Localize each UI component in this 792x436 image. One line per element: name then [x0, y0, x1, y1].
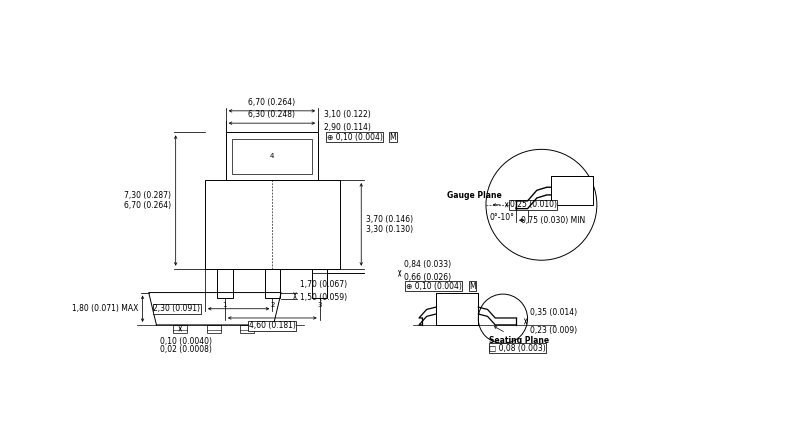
Text: 3,10 (0.122): 3,10 (0.122)	[323, 109, 371, 119]
Text: □ 0,08 (0.003): □ 0,08 (0.003)	[489, 344, 546, 352]
Text: M: M	[469, 282, 476, 291]
Bar	[207, 325, 221, 333]
Bar	[226, 133, 318, 180]
Text: 0,75 (0.030) MIN: 0,75 (0.030) MIN	[520, 216, 584, 225]
Text: 0°-10°: 0°-10°	[489, 213, 514, 221]
Text: 2: 2	[270, 302, 275, 308]
Bar	[205, 180, 340, 269]
Text: 6,30 (0.248): 6,30 (0.248)	[249, 110, 295, 119]
Text: 0,84 (0.033): 0,84 (0.033)	[405, 260, 451, 269]
Text: 6,70 (0.264): 6,70 (0.264)	[124, 201, 171, 210]
Bar	[265, 269, 280, 298]
Text: 2,90 (0.114): 2,90 (0.114)	[323, 123, 371, 132]
Text: 0,66 (0.026): 0,66 (0.026)	[405, 273, 451, 283]
Text: Seating Plane: Seating Plane	[489, 327, 549, 345]
Text: M: M	[390, 133, 396, 142]
Text: 1,80 (0.071) MAX: 1,80 (0.071) MAX	[71, 304, 138, 313]
Text: ⊕ 0,10 (0.004): ⊕ 0,10 (0.004)	[326, 133, 383, 142]
Text: 3: 3	[318, 302, 322, 308]
Bar	[436, 293, 478, 325]
Text: 7,30 (0.287): 7,30 (0.287)	[124, 191, 171, 201]
Text: 3,30 (0.130): 3,30 (0.130)	[366, 225, 413, 234]
Circle shape	[486, 150, 597, 260]
Bar	[312, 269, 327, 298]
Text: 2,30 (0.091): 2,30 (0.091)	[154, 304, 200, 313]
Text: 1: 1	[223, 302, 227, 308]
Text: 0,35 (0.014): 0,35 (0.014)	[530, 308, 577, 317]
Text: 4,60 (0.181): 4,60 (0.181)	[249, 321, 295, 330]
Text: 4: 4	[270, 153, 274, 159]
Circle shape	[478, 294, 527, 344]
Bar	[232, 139, 312, 174]
Text: 1,70 (0.067): 1,70 (0.067)	[299, 280, 347, 289]
Text: 0,25 (0.010): 0,25 (0.010)	[510, 200, 557, 209]
Text: 0,02 (0.0008): 0,02 (0.0008)	[160, 345, 212, 354]
Text: Gauge Plane: Gauge Plane	[447, 191, 501, 200]
Text: 6,70 (0.264): 6,70 (0.264)	[249, 98, 295, 107]
Text: 3,70 (0.146): 3,70 (0.146)	[366, 215, 413, 224]
Text: 0,10 (0.0040): 0,10 (0.0040)	[160, 337, 212, 346]
Text: 0,23 (0.009): 0,23 (0.009)	[530, 326, 577, 335]
Text: ⊕ 0,10 (0.004): ⊕ 0,10 (0.004)	[406, 282, 462, 291]
Bar	[550, 176, 593, 205]
Bar	[217, 269, 233, 298]
Text: 1,50 (0.059): 1,50 (0.059)	[299, 293, 347, 302]
Bar	[173, 325, 187, 333]
Bar	[240, 325, 254, 333]
